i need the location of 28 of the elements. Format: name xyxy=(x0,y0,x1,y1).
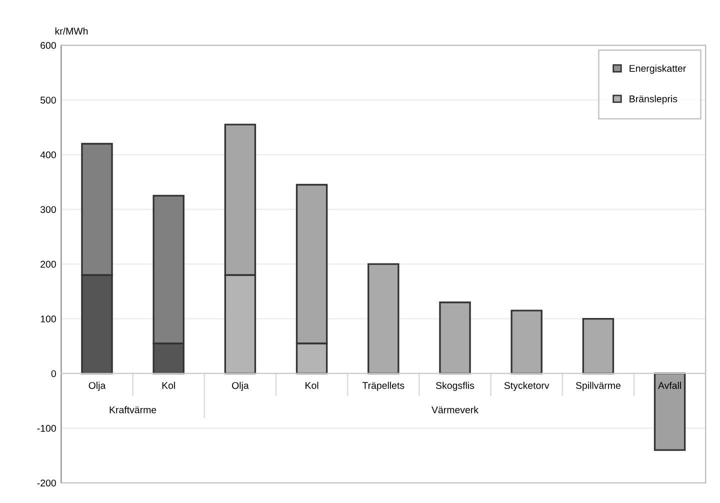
y-tick-label: 200 xyxy=(40,260,56,268)
y-tick-label: 500 xyxy=(40,96,56,104)
y-tick-label: 300 xyxy=(40,206,56,213)
x-tick-label: Spillvärme xyxy=(576,382,620,391)
legend-label: Energiskatter xyxy=(630,64,686,74)
bar xyxy=(510,310,542,374)
x-tick-label: Kol xyxy=(306,382,318,389)
bar xyxy=(582,318,614,374)
y-tick-label: 600 xyxy=(40,42,56,49)
x-tick-label: Avfall xyxy=(658,382,681,389)
y-axis-title: kr/MWh xyxy=(55,27,88,35)
y-tick-label: 400 xyxy=(40,151,56,158)
bar xyxy=(439,302,471,374)
x-tick-label: Träpellets xyxy=(362,382,404,391)
x-tick-label: Olja xyxy=(232,382,249,391)
y-tick-label: -200 xyxy=(37,480,56,486)
x-tick-label: Olja xyxy=(88,382,106,391)
x-tick-label: Stycketorv xyxy=(504,382,550,391)
x-tick-label: Skogsflis xyxy=(436,382,474,391)
bar xyxy=(654,372,686,451)
legend-label: Bränslepris xyxy=(630,95,678,104)
annotation: Kraftvärme xyxy=(110,406,156,414)
y-tick-label: 0 xyxy=(51,370,56,378)
x-tick-label: Kol xyxy=(162,382,175,389)
y-tick-label: 100 xyxy=(40,316,56,322)
bar xyxy=(368,263,400,374)
annotation: Värmeverk xyxy=(432,406,479,414)
y-tick-label: -100 xyxy=(37,424,56,432)
